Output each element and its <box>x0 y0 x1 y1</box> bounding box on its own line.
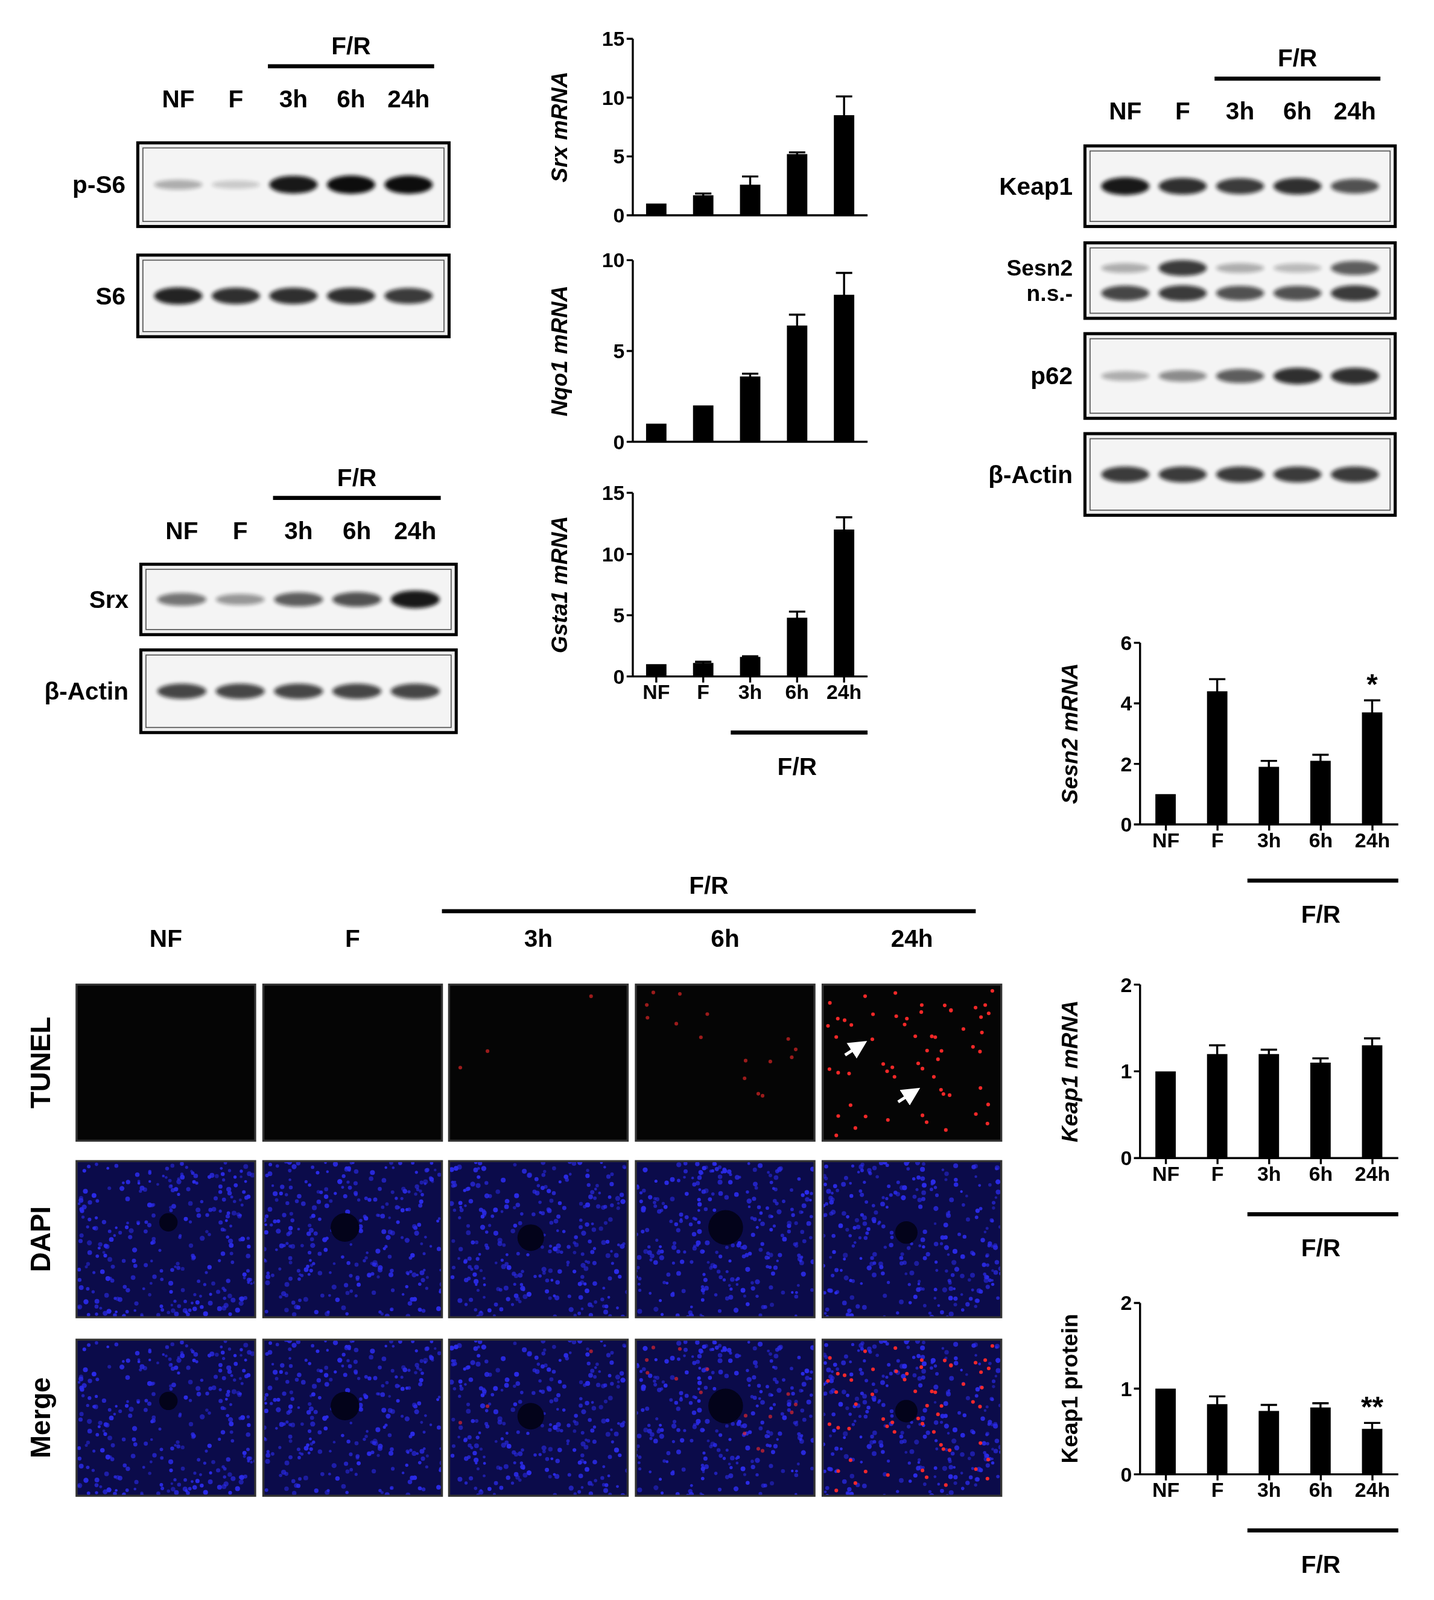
svg-text:0: 0 <box>613 203 625 224</box>
svg-text:S6: S6 <box>95 282 126 311</box>
svg-text:6h: 6h <box>1283 97 1312 125</box>
svg-text:10: 10 <box>602 248 625 272</box>
svg-text:6h: 6h <box>336 85 365 113</box>
svg-text:NF: NF <box>1152 1162 1180 1186</box>
svg-text:3h: 3h <box>524 924 553 953</box>
svg-text:24h: 24h <box>891 924 934 953</box>
svg-text:*: * <box>1366 668 1378 701</box>
svg-text:F: F <box>228 85 244 113</box>
svg-text:0: 0 <box>613 665 625 689</box>
svg-text:F: F <box>1211 1478 1225 1502</box>
svg-text:24h: 24h <box>1354 828 1390 852</box>
svg-text:3h: 3h <box>284 517 313 545</box>
svg-text:1: 1 <box>1120 1059 1132 1083</box>
svg-text:0: 0 <box>1120 1463 1132 1487</box>
svg-text:3h: 3h <box>279 85 308 113</box>
svg-text:Merge: Merge <box>25 1377 57 1459</box>
svg-text:F: F <box>696 680 710 704</box>
svg-text:F/R: F/R <box>777 752 817 781</box>
svg-text:1: 1 <box>1120 1377 1132 1401</box>
svg-text:F/R: F/R <box>337 463 377 492</box>
svg-text:NF: NF <box>161 85 195 113</box>
svg-text:3h: 3h <box>1257 1478 1281 1502</box>
svg-text:5: 5 <box>613 339 625 363</box>
svg-text:24h: 24h <box>1354 1478 1390 1502</box>
svg-text:24h: 24h <box>1333 97 1377 125</box>
svg-text:p-S6: p-S6 <box>72 170 126 199</box>
svg-text:24h: 24h <box>1354 1162 1390 1186</box>
svg-text:NF: NF <box>1152 828 1180 852</box>
svg-text:NF: NF <box>1152 1478 1180 1502</box>
svg-text:6h: 6h <box>1309 828 1333 852</box>
svg-text:5: 5 <box>613 603 625 627</box>
svg-text:3h: 3h <box>1225 97 1255 125</box>
svg-text:2: 2 <box>1120 973 1132 997</box>
svg-text:Keap1: Keap1 <box>999 172 1073 201</box>
svg-text:5: 5 <box>613 144 625 168</box>
svg-text:6: 6 <box>1120 631 1132 655</box>
svg-text:Nqo1 mRNA: Nqo1 mRNA <box>546 285 572 417</box>
svg-text:DAPI: DAPI <box>25 1206 57 1273</box>
svg-text:15: 15 <box>602 481 625 505</box>
svg-text:6h: 6h <box>710 924 740 953</box>
svg-text:0: 0 <box>1120 1146 1132 1170</box>
svg-text:NF: NF <box>149 924 183 953</box>
svg-text:24h: 24h <box>393 517 437 545</box>
svg-text:0: 0 <box>1120 813 1132 837</box>
svg-text:β-Actin: β-Actin <box>44 677 129 706</box>
svg-text:NF: NF <box>642 680 670 704</box>
svg-text:F/R: F/R <box>1301 900 1341 929</box>
svg-text:15: 15 <box>602 27 625 51</box>
svg-text:F: F <box>345 924 361 953</box>
svg-text:F/R: F/R <box>331 31 371 60</box>
svg-text:β-Actin: β-Actin <box>988 460 1073 489</box>
svg-text:NF: NF <box>165 517 198 545</box>
svg-text:F/R: F/R <box>1301 1234 1341 1263</box>
svg-text:Srx: Srx <box>89 585 130 614</box>
svg-text:F: F <box>1211 828 1225 852</box>
svg-text:F/R: F/R <box>1277 44 1317 72</box>
svg-text:2: 2 <box>1120 752 1132 776</box>
svg-text:0: 0 <box>613 430 625 451</box>
svg-text:3h: 3h <box>1257 1162 1281 1186</box>
svg-text:F: F <box>232 517 248 545</box>
svg-text:10: 10 <box>602 542 625 566</box>
svg-text:3h: 3h <box>738 680 762 704</box>
svg-text:F/R: F/R <box>688 871 729 900</box>
svg-text:F: F <box>1211 1162 1225 1186</box>
svg-text:p62: p62 <box>1030 361 1073 390</box>
svg-text:6h: 6h <box>1309 1162 1333 1186</box>
svg-text:3h: 3h <box>1257 828 1281 852</box>
svg-text:Sesn2 mRNA: Sesn2 mRNA <box>1056 663 1083 805</box>
svg-text:Gsta1 mRNA: Gsta1 mRNA <box>546 516 572 654</box>
svg-text:n.s.-: n.s.- <box>1026 280 1073 306</box>
svg-text:F/R: F/R <box>1301 1551 1341 1579</box>
svg-text:4: 4 <box>1120 691 1132 715</box>
svg-text:Sesn2: Sesn2 <box>1006 255 1073 281</box>
svg-text:**: ** <box>1361 1391 1384 1424</box>
svg-text:F: F <box>1175 97 1191 125</box>
svg-text:6h: 6h <box>342 517 372 545</box>
svg-text:6h: 6h <box>785 680 810 704</box>
svg-text:2: 2 <box>1120 1291 1132 1315</box>
svg-text:TUNEL: TUNEL <box>25 1017 57 1109</box>
svg-text:Keap1 mRNA: Keap1 mRNA <box>1056 1000 1083 1144</box>
svg-text:24h: 24h <box>387 85 430 113</box>
svg-text:24h: 24h <box>826 680 862 704</box>
svg-text:6h: 6h <box>1309 1478 1333 1502</box>
svg-text:Srx mRNA: Srx mRNA <box>546 71 572 183</box>
svg-text:NF: NF <box>1108 97 1142 125</box>
svg-text:10: 10 <box>602 86 625 110</box>
svg-text:Keap1 protein: Keap1 protein <box>1056 1314 1083 1465</box>
